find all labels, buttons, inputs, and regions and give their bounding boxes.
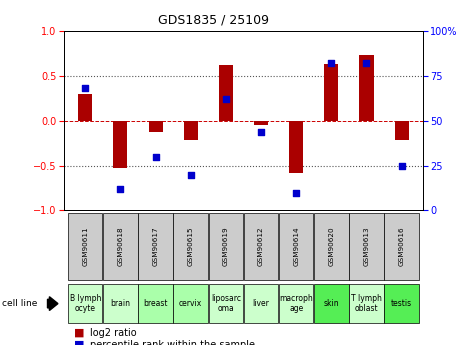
Bar xyxy=(395,121,408,140)
Text: brain: brain xyxy=(110,299,130,308)
Bar xyxy=(244,284,278,324)
Bar xyxy=(314,284,349,324)
Text: GSM90615: GSM90615 xyxy=(188,227,194,266)
Bar xyxy=(349,284,384,324)
Point xyxy=(116,186,124,192)
Bar xyxy=(103,213,138,280)
Text: breast: breast xyxy=(143,299,168,308)
Text: cervix: cervix xyxy=(179,299,202,308)
Bar xyxy=(184,121,198,140)
Bar xyxy=(289,121,303,173)
Point xyxy=(152,154,159,159)
Point xyxy=(328,61,335,66)
Text: macroph
age: macroph age xyxy=(279,294,313,313)
Bar xyxy=(279,284,314,324)
Text: GSM90612: GSM90612 xyxy=(258,227,264,266)
Point xyxy=(257,129,265,134)
Text: ■: ■ xyxy=(74,340,84,345)
Bar xyxy=(68,213,103,280)
Text: GSM90614: GSM90614 xyxy=(293,227,299,266)
Text: B lymph
ocyte: B lymph ocyte xyxy=(69,294,101,313)
Bar xyxy=(244,213,278,280)
Bar xyxy=(68,284,103,324)
Point xyxy=(293,190,300,195)
Text: ■: ■ xyxy=(74,328,84,338)
Text: GSM90617: GSM90617 xyxy=(152,227,159,266)
Bar xyxy=(149,121,162,132)
Bar xyxy=(384,284,419,324)
Text: GSM90619: GSM90619 xyxy=(223,227,229,266)
Text: T lymph
oblast: T lymph oblast xyxy=(351,294,382,313)
Bar xyxy=(279,213,314,280)
Bar xyxy=(209,213,243,280)
Point xyxy=(363,61,371,66)
Text: log2 ratio: log2 ratio xyxy=(90,328,137,338)
Text: testis: testis xyxy=(391,299,412,308)
Text: GSM90620: GSM90620 xyxy=(328,227,334,266)
Text: GSM90611: GSM90611 xyxy=(82,227,88,266)
Text: liver: liver xyxy=(253,299,269,308)
Bar xyxy=(360,55,373,121)
Point xyxy=(398,163,406,168)
Bar xyxy=(138,284,173,324)
Bar xyxy=(314,213,349,280)
Text: liposarc
oma: liposarc oma xyxy=(211,294,241,313)
Point xyxy=(187,172,194,177)
Point xyxy=(81,86,89,91)
Bar xyxy=(349,213,384,280)
Bar xyxy=(324,64,338,121)
Text: GSM90613: GSM90613 xyxy=(363,227,370,266)
Bar xyxy=(103,284,138,324)
Bar xyxy=(254,121,268,125)
Point xyxy=(222,97,229,102)
Bar xyxy=(219,65,233,121)
Bar xyxy=(384,213,419,280)
Bar xyxy=(138,213,173,280)
Bar xyxy=(209,284,243,324)
Text: skin: skin xyxy=(323,299,339,308)
Bar xyxy=(173,284,208,324)
Text: GSM90616: GSM90616 xyxy=(399,227,405,266)
Text: percentile rank within the sample: percentile rank within the sample xyxy=(90,340,255,345)
Bar xyxy=(173,213,208,280)
Bar xyxy=(78,94,92,121)
Text: GSM90618: GSM90618 xyxy=(117,227,124,266)
Text: GDS1835 / 25109: GDS1835 / 25109 xyxy=(158,14,269,27)
Text: cell line: cell line xyxy=(2,299,38,308)
Bar xyxy=(114,121,127,168)
